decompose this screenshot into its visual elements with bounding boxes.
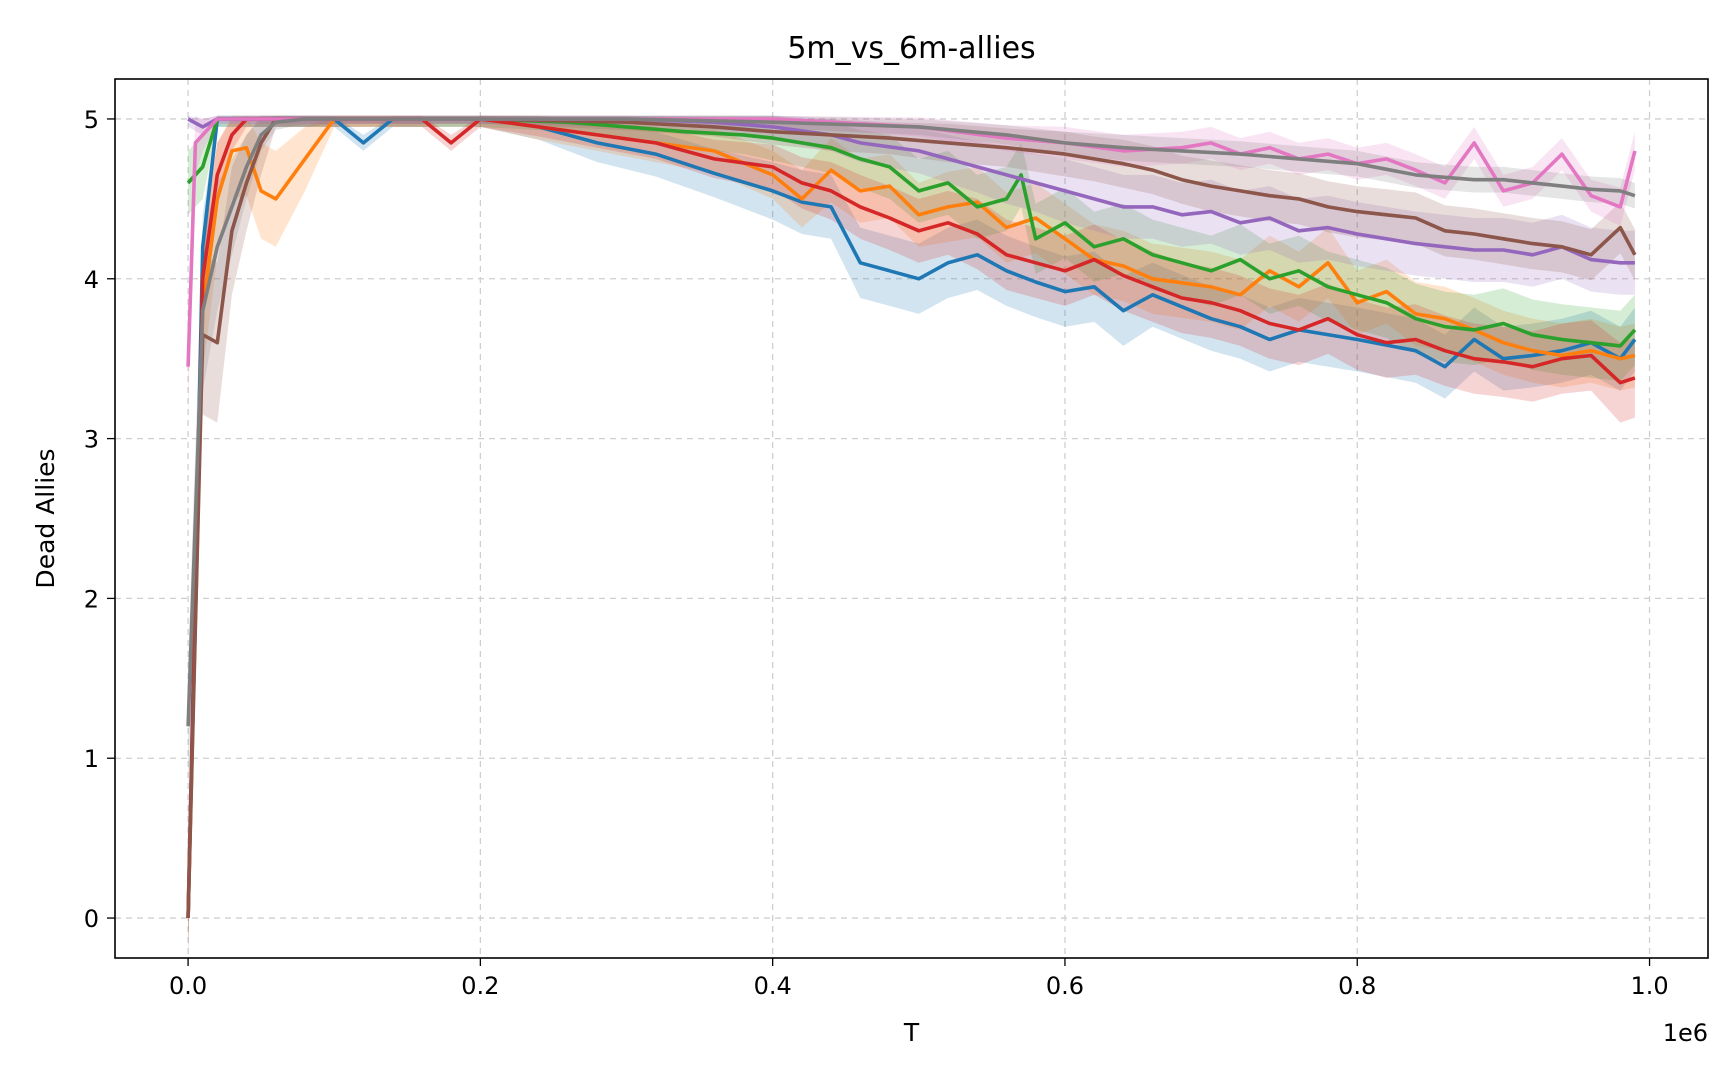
series-8-band xyxy=(188,115,1635,791)
x-axis-offset-label: 1e6 xyxy=(1663,1019,1708,1047)
x-tick-label: 0.0 xyxy=(169,972,207,1000)
x-tick-label: 0.6 xyxy=(1046,972,1084,1000)
series-5-band xyxy=(188,115,1635,295)
y-tick-label: 2 xyxy=(84,585,99,613)
y-tick-label: 5 xyxy=(84,106,99,134)
x-tick-label: 1.0 xyxy=(1630,972,1668,1000)
y-axis-label: Dead Allies xyxy=(31,448,60,588)
x-tick-label: 0.2 xyxy=(461,972,499,1000)
series-4-line xyxy=(186,117,1636,919)
x-axis-label: T xyxy=(903,1018,920,1047)
y-tick-label: 0 xyxy=(84,905,99,933)
series-2-line xyxy=(186,117,1636,919)
y-tick-label: 4 xyxy=(84,266,99,294)
y-tick-label: 3 xyxy=(84,426,99,454)
series-1-line xyxy=(186,117,1637,919)
axis-ticks: 0.0 0.2 0.4 0.6 0.8 1.0 0 1 2 3 4 5 xyxy=(84,106,1669,1000)
series-3-band xyxy=(188,115,1635,382)
series-8-line xyxy=(186,117,1636,727)
x-tick-label: 0.8 xyxy=(1338,972,1376,1000)
y-tick-label: 1 xyxy=(84,745,99,773)
x-tick-label: 0.4 xyxy=(754,972,792,1000)
axes-frame xyxy=(114,78,1709,959)
chart-title: 5m_vs_6m-allies xyxy=(787,31,1035,66)
series-lines xyxy=(186,117,1637,919)
